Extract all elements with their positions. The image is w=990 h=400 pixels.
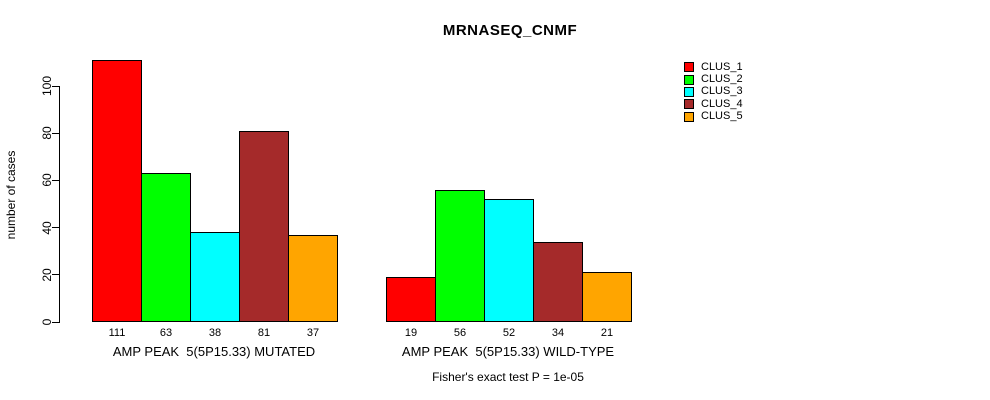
legend-swatch-clus_2 (684, 74, 694, 85)
y-axis-line (59, 86, 60, 323)
legend-row: CLUS_5 (684, 111, 743, 123)
legend-row: CLUS_3 (684, 86, 743, 98)
y-axis-tick-label: 60 (40, 173, 54, 188)
legend-swatch-clus_4 (684, 99, 694, 110)
legend-swatch-clus_3 (684, 86, 694, 97)
bar-clus_5-group1 (288, 235, 338, 322)
bar-value-label: 52 (502, 327, 516, 339)
y-axis-tick-mark (52, 321, 59, 323)
y-axis-tick-label: 0 (40, 318, 54, 326)
y-axis-tick-mark (52, 227, 59, 229)
y-axis-tick-label: 20 (40, 268, 54, 282)
legend-label: CLUS_5 (701, 110, 743, 123)
bar-clus_1-group2 (386, 277, 436, 322)
y-axis-tick-label: 40 (40, 220, 54, 235)
bar-clus_3-group1 (190, 232, 240, 322)
legend-row: CLUS_2 (684, 73, 743, 85)
bar-value-label: 21 (600, 327, 614, 339)
bar-value-label: 38 (208, 327, 222, 339)
y-axis-tick-mark (52, 179, 59, 181)
y-axis-label-text: number of cases (4, 150, 18, 240)
bar-clus_4-group2 (533, 242, 583, 322)
bar-clus_5-group2 (582, 272, 632, 322)
fisher-test-annotation: Fisher's exact test P = 1e-05 (432, 370, 584, 384)
y-axis-tick-mark (52, 132, 59, 134)
legend-row: CLUS_4 (684, 98, 743, 110)
group-label-wild-type: AMP PEAK 5(5P15.33) WILD-TYPE (401, 344, 615, 359)
y-axis-tick-label: 80 (40, 126, 54, 140)
bar-value-label: 81 (257, 327, 271, 339)
bar-value-label: 111 (108, 327, 126, 339)
legend-label: CLUS_1 (701, 60, 743, 73)
y-axis-tick-label: 100 (40, 75, 54, 97)
legend-swatch-clus_5 (684, 111, 694, 122)
legend-label: CLUS_4 (701, 97, 743, 110)
bar-clus_1-group1 (92, 60, 142, 322)
legend-label: CLUS_3 (701, 85, 743, 98)
bar-value-label: 37 (306, 327, 320, 339)
legend: CLUS_1 CLUS_2 CLUS_3 CLUS_4 CLUS_5 (684, 61, 743, 123)
legend-row: CLUS_1 (684, 61, 743, 73)
bar-value-label: 63 (159, 327, 173, 339)
bar-clus_2-group2 (435, 190, 485, 322)
group-label-mutated: AMP PEAK 5(5P15.33) MUTATED (112, 344, 316, 359)
bar-clus_3-group2 (484, 199, 534, 322)
chart-title: MRNASEQ_CNMF (442, 22, 578, 39)
legend-swatch-clus_1 (684, 62, 694, 73)
bar-value-label: 34 (551, 327, 565, 339)
y-axis-tick-mark (52, 85, 59, 87)
bar-value-label: 19 (404, 327, 418, 339)
bar-clus_2-group1 (141, 173, 191, 322)
y-axis-tick-mark (52, 274, 59, 276)
bar-value-label: 56 (453, 327, 467, 339)
legend-label: CLUS_2 (701, 73, 743, 86)
bar-clus_4-group1 (239, 131, 289, 322)
